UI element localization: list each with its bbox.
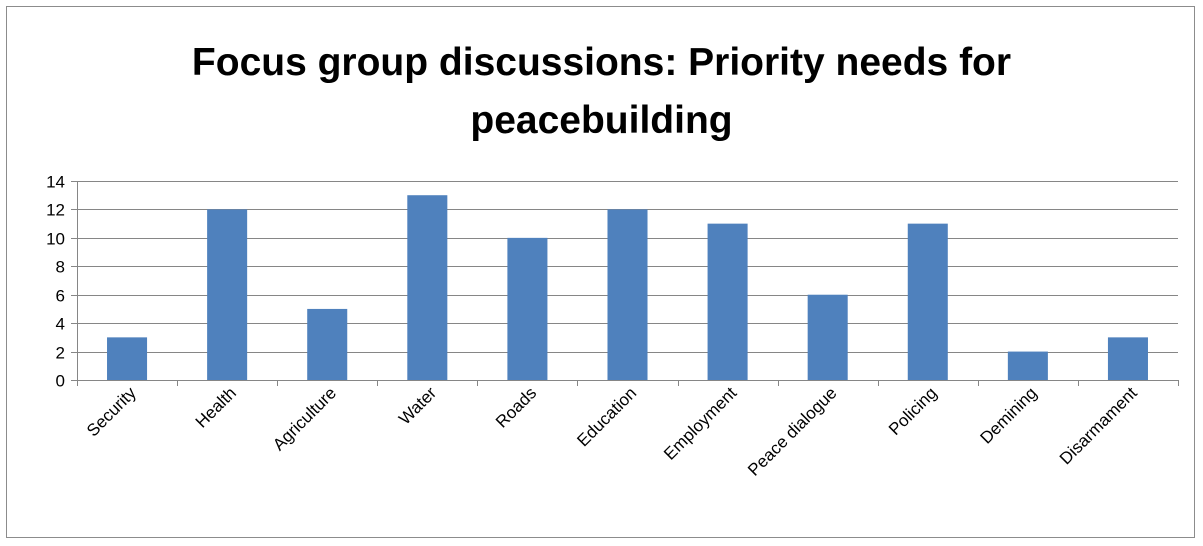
x-tick-labels: Security Health Agriculture Water Roads Educa… [83,383,1141,480]
y-tick-label: 6 [56,287,65,306]
bar-agriculture [307,308,348,380]
bar-demining [1007,351,1048,380]
x-tick-label: Agriculture [269,383,340,454]
x-tick-label: Security [83,383,140,440]
y-tick-label: 14 [46,173,65,192]
x-tick-label: Policing [885,383,941,439]
bar-peace-dialogue [807,294,848,380]
bar-health [207,209,248,380]
chart-title: Focus group discussions: Priority needs … [0,34,1203,150]
bars [107,195,1148,380]
x-tick-label: Employment [660,383,740,463]
chart-frame [6,6,1195,538]
y-tick-label: 8 [56,258,65,277]
chart-title-line-1: Focus group discussions: Priority needs … [191,41,1012,84]
x-tick-label: Roads [492,383,540,431]
x-tick-label: Peace dialogue [744,383,840,479]
bar-roads [507,237,548,380]
bar-security [107,337,148,380]
bar-employment [707,223,748,380]
y-tick-label: 2 [56,344,65,363]
bar-policing [907,223,948,380]
y-tick-label: 12 [46,201,65,220]
chart-title-line-2: peacebuilding [470,99,733,142]
x-tick-label: Demining [976,383,1040,447]
axes [71,181,1179,386]
bar-education [607,209,648,380]
x-tick-label: Disarmament [1056,383,1141,468]
x-tick-label: Water [395,383,440,428]
y-tick-label: 0 [56,372,65,391]
x-tick-label: Education [573,383,640,450]
bar-water [407,195,448,380]
y-tick-label: 10 [46,230,65,249]
y-tick-label: 4 [56,315,65,334]
y-tick-labels: 0 2 4 6 8 10 12 14 [46,173,65,391]
x-tick-label: Health [192,383,240,431]
bar-disarmament [1107,337,1148,380]
